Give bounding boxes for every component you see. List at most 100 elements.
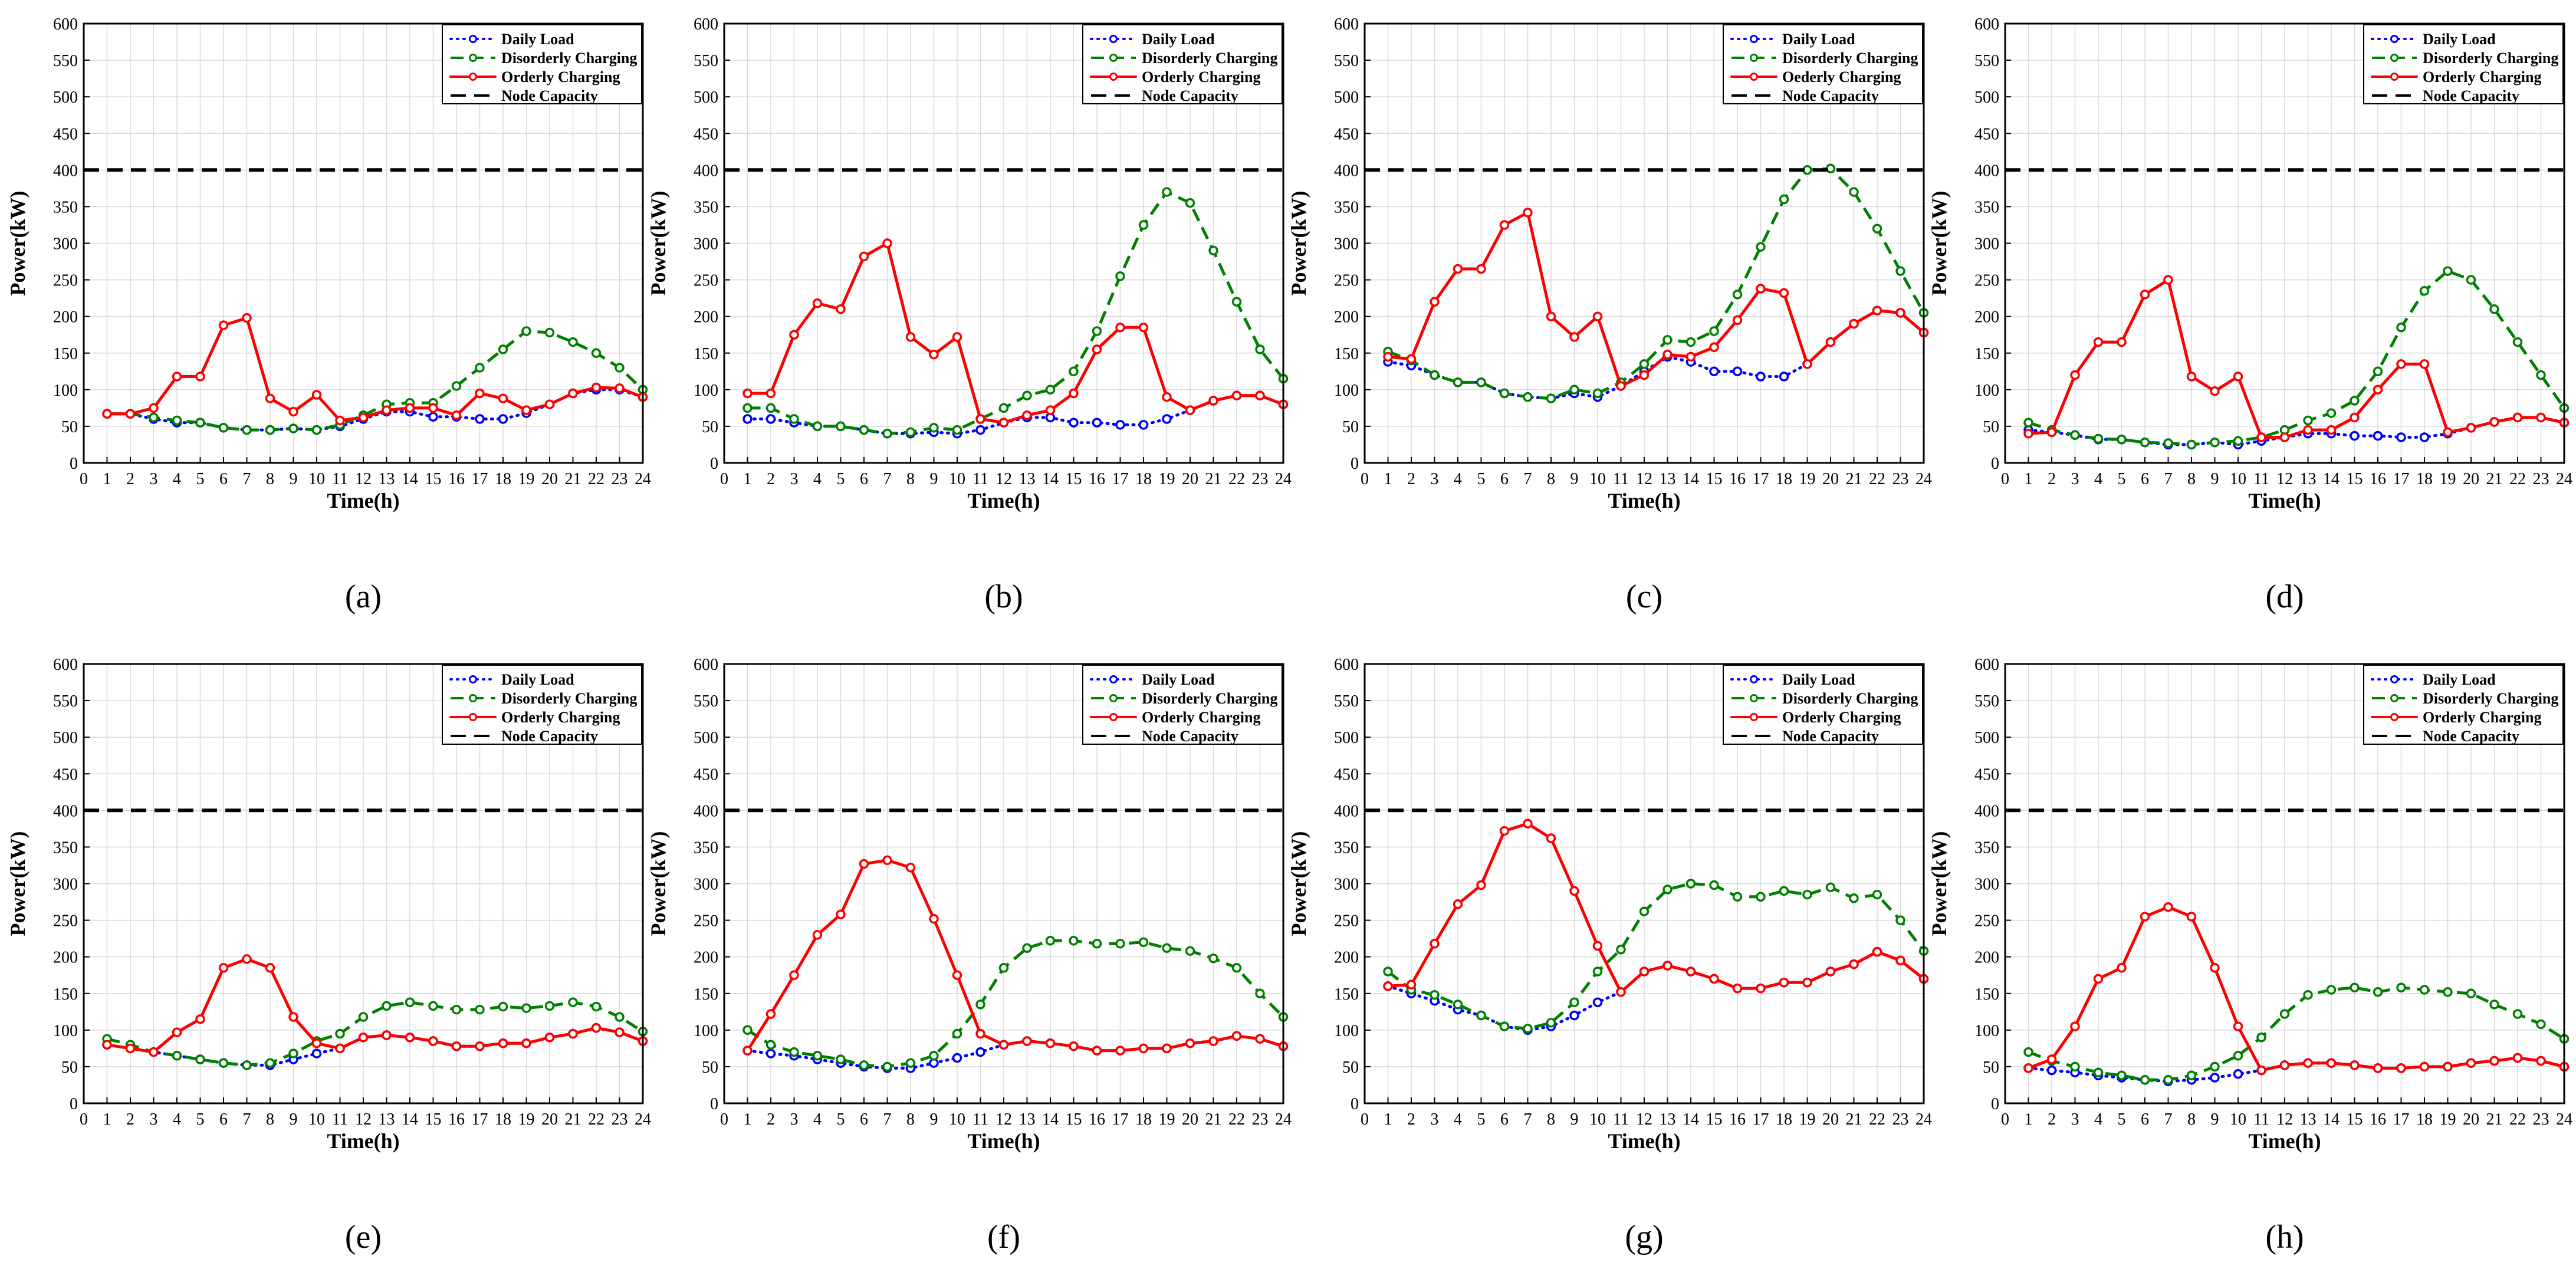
series-line: [2028, 986, 2565, 1081]
data-point: [1849, 893, 1859, 903]
x-tick-label: 7: [2164, 1110, 2173, 1129]
x-tick-label: 8: [1547, 470, 1555, 488]
y-tick-label: 350: [53, 198, 78, 216]
data-point: [544, 1033, 555, 1043]
data-point: [1185, 1038, 1195, 1048]
y-tick-label: 250: [1974, 272, 1999, 290]
data-point: [859, 251, 869, 262]
x-tick-label: 13: [1660, 1110, 1676, 1129]
x-tick-label: 22: [1228, 470, 1245, 488]
data-point: [929, 423, 939, 433]
data-point: [1639, 906, 1650, 916]
data-point: [1779, 372, 1789, 382]
x-tick-label: 19: [2440, 1110, 2456, 1129]
series-line: [746, 859, 1285, 1053]
data-point: [1138, 220, 1149, 230]
x-tick-label: 11: [972, 470, 988, 488]
data-point: [2326, 408, 2337, 418]
data-point: [358, 1033, 369, 1043]
y-tick-label: 450: [694, 765, 718, 784]
data-point: [498, 414, 508, 424]
data-point: [1592, 997, 1603, 1007]
series-line: [2027, 278, 2566, 439]
data-point: [1383, 351, 1393, 362]
x-tick-label: 5: [196, 470, 205, 488]
data-point: [149, 412, 159, 423]
y-tick-label: 150: [53, 985, 78, 1004]
x-tick-label: 14: [1683, 470, 1699, 488]
x-tick-label: 8: [266, 470, 274, 488]
x-tick-label: 3: [150, 1110, 158, 1129]
data-point: [2233, 436, 2243, 446]
data-point: [1162, 943, 1172, 954]
data-point: [1069, 936, 1079, 946]
data-point: [1592, 388, 1603, 399]
x-tick-label: 12: [1636, 1110, 1652, 1129]
x-tick-label: 3: [2071, 1110, 2079, 1129]
y-tick-label: 200: [1334, 949, 1359, 967]
data-point: [1779, 977, 1789, 988]
y-tick-label: 350: [1334, 839, 1359, 857]
x-tick-label: 21: [2486, 1110, 2503, 1129]
data-point: [1022, 1036, 1032, 1046]
data-point: [172, 1051, 182, 1061]
x-tick-label: 3: [2071, 470, 2079, 488]
series-line: [746, 394, 1285, 435]
legend-entry: Orderly Charging: [501, 68, 620, 86]
x-tick-label: 22: [1228, 1110, 1245, 1129]
y-tick-label: 250: [694, 912, 718, 931]
data-point: [1662, 349, 1673, 360]
data-point: [1685, 337, 1696, 347]
data-point: [615, 1012, 625, 1022]
x-tick-label: 3: [1431, 1110, 1439, 1129]
x-tick-label: 22: [588, 470, 604, 488]
y-tick-label: 50: [1342, 1058, 1359, 1077]
data-point: [2186, 912, 2197, 922]
x-tick-label: 9: [930, 470, 938, 488]
data-point: [242, 425, 252, 435]
data-point: [498, 344, 508, 354]
data-point: [265, 1058, 275, 1068]
legend-marker: [1109, 713, 1118, 721]
legend-entry: Node Capacity: [1142, 87, 1238, 104]
data-point: [2512, 1053, 2523, 1063]
data-point: [765, 1048, 776, 1058]
data-point: [265, 425, 275, 435]
series-disorderly-charging: [1383, 163, 1929, 403]
x-tick-label: 2: [767, 1110, 775, 1129]
legend-marker: [1109, 54, 1118, 62]
panel-caption: (c): [1626, 578, 1662, 615]
data-point: [1569, 1010, 1579, 1021]
x-tick-label: 4: [2094, 1110, 2102, 1129]
x-tick-label: 5: [1477, 1110, 1486, 1129]
y-tick-label: 350: [1974, 198, 1999, 216]
data-point: [591, 1001, 602, 1012]
series-daily-load: [742, 390, 1289, 439]
data-point: [451, 410, 462, 420]
data-point: [905, 1058, 916, 1068]
x-tick-label: 1: [103, 1110, 111, 1129]
data-point: [102, 1040, 112, 1050]
x-tick-label: 1: [2025, 1110, 2033, 1129]
x-tick-label: 10: [308, 470, 325, 488]
x-tick-label: 10: [949, 470, 965, 488]
y-tick-label: 500: [53, 88, 78, 107]
data-point: [2117, 1070, 2127, 1081]
x-tick-label: 4: [1454, 1110, 1462, 1129]
data-point: [1895, 955, 1905, 966]
data-point: [288, 1048, 298, 1058]
y-tick-label: 100: [694, 1022, 718, 1040]
y-tick-label: 100: [1334, 1022, 1359, 1040]
chart-panel-c: 0 1 2 3 4 5 6 7 8 9 10 11 12 13 14 15 16 17 18 19 20 21 22 23 24…: [1287, 15, 1932, 615]
series-line: [106, 1001, 644, 1067]
y-tick-label: 600: [1334, 656, 1359, 674]
legend-marker: [469, 675, 477, 683]
data-point: [1162, 414, 1172, 424]
x-tick-label: 18: [2416, 1110, 2433, 1129]
x-tick-label: 16: [2370, 470, 2386, 488]
x-tick-label: 10: [2230, 1110, 2246, 1129]
y-tick-label: 550: [1974, 692, 1999, 711]
